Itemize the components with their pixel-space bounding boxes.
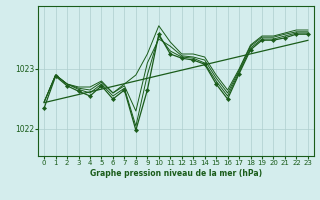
X-axis label: Graphe pression niveau de la mer (hPa): Graphe pression niveau de la mer (hPa) (90, 169, 262, 178)
